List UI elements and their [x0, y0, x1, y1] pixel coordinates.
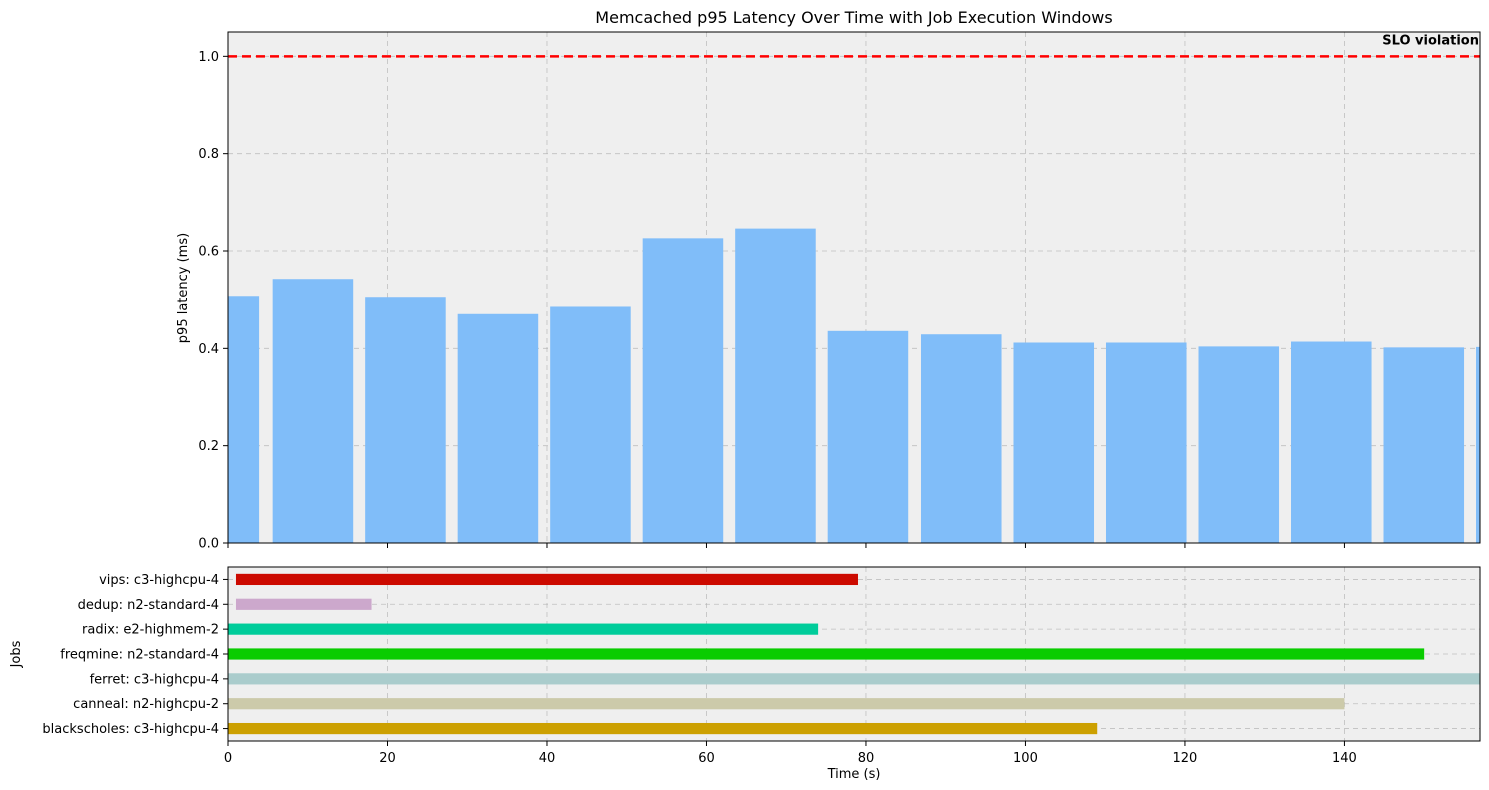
- latency-bar: [272, 279, 354, 543]
- jobs-x-tick-label: 60: [698, 751, 715, 766]
- jobs-x-tick-label: 20: [379, 751, 396, 766]
- latency-y-ticks: 0.0 0.2 0.4 0.6 0.8 1.0: [198, 50, 228, 552]
- latency-bar: [228, 296, 260, 543]
- jobs-y-ticks: vips: c3-highcpu-4 dedup: n2-standard-4 ra…: [42, 573, 228, 737]
- job-bars: [228, 573, 1480, 735]
- latency-panel: SLO violation 0.0 0.2 0.4 0.6 0.8 1.0 Memcach…: [176, 8, 1481, 552]
- latency-bar: [827, 330, 909, 543]
- latency-bar: [642, 238, 724, 543]
- jobs-x-tick-label: 0: [224, 751, 232, 766]
- latency-bar: [735, 228, 816, 543]
- job-bar: [228, 623, 819, 635]
- job-label: canneal: n2-highcpu-2: [73, 697, 219, 712]
- latency-bars: [228, 228, 1480, 543]
- latency-y-tick-label: 0.0: [198, 537, 219, 552]
- job-bar: [228, 698, 1345, 710]
- latency-y-tick-label: 1.0: [198, 50, 219, 65]
- slo-label: SLO violation: [1382, 33, 1479, 48]
- chart-title: Memcached p95 Latency Over Time with Job…: [595, 8, 1112, 27]
- latency-bar: [365, 297, 446, 543]
- jobs-x-ticks: 0 20 40 60 80 100 120 140: [224, 741, 1357, 766]
- latency-y-tick-label: 0.8: [198, 147, 219, 162]
- job-label: ferret: c3-highcpu-4: [90, 672, 219, 687]
- jobs-x-axis-label: Time (s): [827, 767, 881, 782]
- job-label: freqmine: n2-standard-4: [60, 648, 219, 663]
- job-bar: [228, 648, 1425, 660]
- job-bar: [228, 722, 1098, 735]
- jobs-x-tick-label: 120: [1173, 751, 1198, 766]
- latency-bar: [1105, 342, 1187, 543]
- jobs-x-tick-label: 100: [1013, 751, 1038, 766]
- jobs-x-tick-label: 140: [1332, 751, 1357, 766]
- jobs-x-tick-label: 80: [858, 751, 875, 766]
- latency-bar: [1383, 347, 1465, 543]
- latency-y-tick-label: 0.2: [198, 439, 219, 454]
- latency-plot-frame: [227, 31, 1481, 544]
- jobs-y-axis-label: Jobs: [9, 640, 24, 668]
- latency-bar: [550, 306, 631, 543]
- job-label: blackscholes: c3-highcpu-4: [42, 722, 219, 737]
- latency-bar: [1198, 346, 1280, 543]
- latency-bar: [1476, 346, 1480, 543]
- latency-x-ticks: [227, 543, 1345, 548]
- latency-bar: [1013, 342, 1095, 543]
- latency-y-tick-label: 0.4: [198, 342, 219, 357]
- job-label: radix: e2-highmem-2: [82, 623, 219, 638]
- job-bar: [228, 673, 1480, 685]
- latency-bar: [1291, 341, 1372, 543]
- job-bar: [235, 573, 858, 586]
- job-bar: [235, 598, 372, 610]
- job-label: vips: c3-highcpu-4: [99, 573, 219, 588]
- job-label: dedup: n2-standard-4: [78, 598, 219, 613]
- jobs-x-tick-label: 40: [539, 751, 556, 766]
- latency-bar: [457, 313, 539, 543]
- latency-y-tick-label: 0.6: [198, 245, 219, 260]
- latency-bar: [920, 334, 1002, 543]
- jobs-panel: vips: c3-highcpu-4 dedup: n2-standard-4 ra…: [9, 566, 1481, 782]
- latency-y-axis-label: p95 latency (ms): [176, 233, 191, 343]
